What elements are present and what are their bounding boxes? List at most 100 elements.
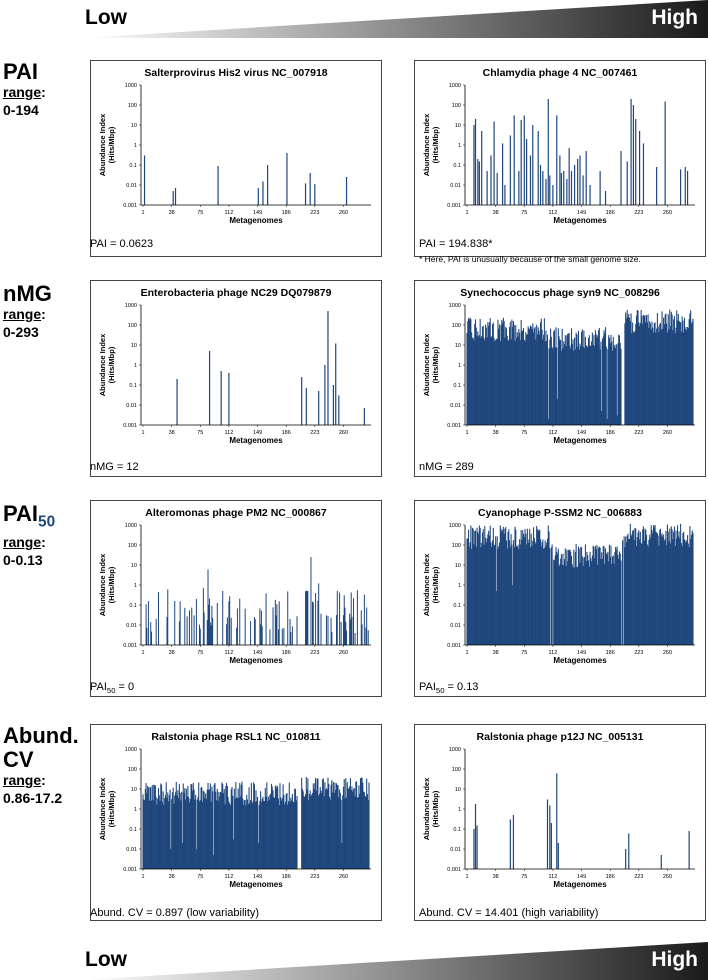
data-bar	[290, 797, 292, 869]
x-tick-label: 1	[141, 430, 144, 436]
data-bar	[270, 793, 272, 869]
data-bar	[361, 624, 363, 645]
data-bar	[287, 804, 289, 869]
data-bar	[487, 534, 489, 645]
data-bar	[494, 544, 496, 645]
y-tick-label: 0.001	[447, 867, 461, 873]
x-tick-label: 38	[169, 874, 175, 880]
data-bar	[502, 526, 504, 645]
data-bar	[581, 329, 583, 425]
data-bar	[257, 842, 259, 869]
data-bar	[277, 798, 279, 869]
y-axis-label-line: Abundance Index	[98, 777, 107, 840]
data-bar	[259, 608, 261, 645]
data-bar	[646, 544, 648, 645]
data-bar	[495, 338, 497, 425]
data-bar	[344, 798, 346, 869]
data-bar	[316, 778, 318, 869]
data-bar	[573, 350, 575, 425]
x-tick-label: 260	[339, 210, 348, 216]
data-bar	[173, 803, 175, 869]
data-bar	[505, 527, 507, 645]
data-bar	[359, 793, 361, 869]
metric-name-base: PAI	[3, 501, 39, 526]
data-bar	[478, 336, 480, 425]
data-bar	[161, 802, 163, 869]
chart-svg: Cyanophage P-SSM2 NC_006883 1000 100 10 1 0.1…	[422, 507, 695, 665]
y-axis-label-line: Abundance Index	[422, 113, 431, 176]
data-bar	[692, 318, 694, 425]
x-tick-label: 186	[282, 210, 291, 216]
chart-title: Cyanophage P-SSM2 NC_006883	[478, 507, 642, 519]
data-bar	[253, 782, 255, 869]
data-bar	[639, 531, 641, 645]
data-bar	[615, 348, 617, 425]
x-tick-label: 75	[521, 430, 527, 436]
data-bar	[676, 525, 679, 645]
data-bar	[619, 553, 621, 645]
data-bar	[474, 530, 476, 645]
data-bar	[346, 630, 348, 645]
data-bar	[555, 547, 557, 645]
data-bar	[542, 171, 544, 205]
y-axis-label: Abundance Index(Hits/Mbp)	[98, 777, 116, 840]
data-bar	[556, 115, 558, 205]
data-bar	[226, 782, 228, 869]
data-bar	[668, 541, 670, 645]
data-bar	[355, 782, 357, 869]
data-bar	[301, 377, 303, 425]
caption-base: PAI	[90, 681, 107, 693]
y-tick-label: 100	[452, 767, 461, 773]
data-bar	[522, 328, 525, 425]
data-bar	[678, 531, 680, 645]
data-bar	[673, 319, 675, 425]
data-bar	[233, 788, 235, 869]
data-bar	[488, 322, 490, 425]
y-tick-label: 100	[128, 543, 137, 549]
data-bar	[142, 794, 144, 869]
data-bar	[205, 798, 208, 869]
y-axis-label-line: Abundance Index	[98, 113, 107, 176]
data-bar	[546, 799, 549, 869]
data-bar	[625, 312, 627, 425]
data-bar	[327, 777, 329, 869]
metric-range-value: 0-0.13	[3, 552, 43, 569]
data-bar	[615, 344, 617, 425]
data-bar	[686, 171, 689, 205]
data-bar	[304, 794, 307, 869]
data-bar	[335, 783, 338, 869]
data-bar	[348, 788, 350, 869]
data-bar	[548, 348, 550, 425]
data-bar	[195, 599, 197, 645]
data-bar	[287, 591, 289, 645]
data-bar	[486, 171, 488, 205]
data-bar	[180, 800, 182, 869]
data-bar	[607, 551, 609, 645]
data-bar	[584, 336, 586, 425]
data-bar	[349, 786, 351, 869]
data-bar	[512, 321, 514, 425]
data-bar	[486, 538, 488, 645]
data-bar	[625, 542, 627, 645]
data-bar	[642, 529, 644, 645]
data-bar	[295, 800, 297, 869]
data-bar	[501, 319, 503, 425]
data-bar	[199, 800, 201, 869]
data-bar	[500, 325, 502, 425]
data-bar	[526, 334, 528, 425]
data-bar	[656, 532, 658, 645]
y-tick-label: 0.01	[126, 847, 137, 853]
data-bar	[580, 345, 582, 425]
data-bar	[305, 590, 307, 645]
data-bar	[672, 330, 674, 425]
data-bar	[662, 537, 664, 645]
y-tick-label: 0.01	[126, 623, 137, 629]
data-bar	[535, 543, 537, 645]
data-bar	[214, 783, 216, 869]
chart-title: Ralstonia phage p12J NC_005131	[477, 731, 644, 743]
data-bar	[468, 319, 470, 425]
data-bar	[475, 546, 477, 645]
data-bar	[681, 546, 683, 645]
data-bar	[236, 627, 238, 645]
data-bar	[583, 330, 585, 425]
